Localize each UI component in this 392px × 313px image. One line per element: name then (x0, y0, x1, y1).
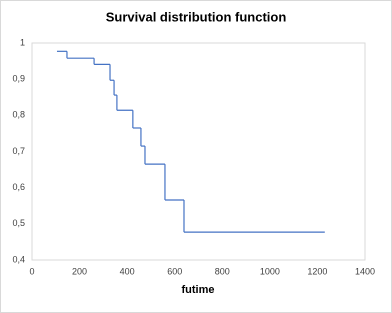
y-tick-label: 0,5 (12, 218, 25, 228)
x-tick-label: 0 (29, 266, 34, 276)
y-tick-label: 1 (20, 37, 25, 47)
y-tick-label: 0,9 (12, 74, 25, 84)
x-axis-title: futime (182, 284, 215, 296)
x-tick-label: 800 (215, 266, 230, 276)
y-tick-label: 0,6 (12, 182, 25, 192)
x-tick-label: 200 (72, 266, 87, 276)
y-tick-label: 0,4 (12, 254, 25, 264)
plot-frame (31, 42, 366, 261)
x-tick-label: 1200 (307, 266, 327, 276)
y-tick-label: 0,7 (12, 146, 25, 156)
x-tick-label: 400 (120, 266, 135, 276)
x-tick-label: 1400 (355, 266, 375, 276)
chart-title: Survival distribution function (106, 9, 287, 24)
y-tick-label: 0,8 (12, 110, 25, 120)
x-tick-label: 600 (167, 266, 182, 276)
x-tick-label: 1000 (260, 266, 280, 276)
